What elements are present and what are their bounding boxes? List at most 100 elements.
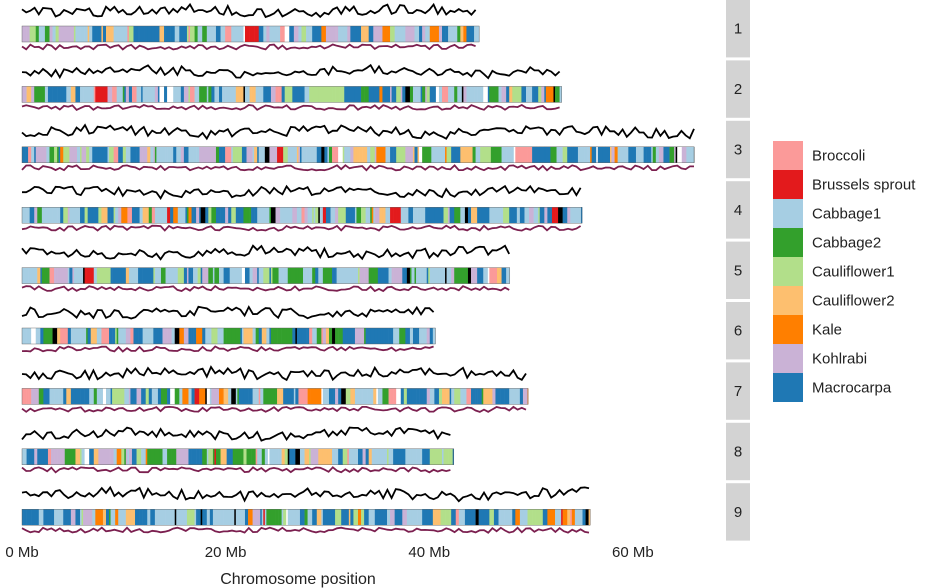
ancestry-bin	[209, 388, 212, 405]
ancestry-bin	[440, 26, 443, 42]
ancestry-bin	[188, 26, 191, 42]
ancestry-bin	[675, 146, 678, 163]
ancestry-bin	[47, 328, 53, 344]
ancestry-bin	[475, 207, 478, 224]
ancestry-bin	[434, 207, 438, 224]
ancestry-bin	[301, 146, 307, 163]
ancestry-bin	[663, 146, 667, 163]
ancestry-bin	[75, 86, 78, 103]
ancestry-bin	[480, 207, 486, 224]
ancestry-bin	[214, 509, 217, 526]
ancestry-bin	[290, 267, 296, 284]
ancestry-bin	[101, 86, 104, 103]
ancestry-bin	[43, 448, 49, 465]
legend-entry: Kale	[773, 315, 842, 344]
ancestry-bin	[403, 388, 408, 405]
ancestry-bin	[385, 267, 389, 284]
chromosome-panels	[21, 2, 695, 534]
ancestry-bin	[83, 267, 85, 284]
ancestry-bin	[362, 448, 365, 465]
ancestry-bin	[28, 146, 32, 163]
ancestry-bin	[229, 267, 232, 284]
ancestry-bin	[64, 509, 70, 526]
ancestry-bin	[319, 328, 322, 344]
ancestry-bin	[122, 328, 127, 344]
ancestry-bin	[365, 328, 371, 344]
ancestry-bar-chr1	[21, 25, 480, 43]
ancestry-bin	[408, 207, 414, 224]
ancestry-bin	[428, 267, 431, 284]
ancestry-bin	[533, 207, 539, 224]
ancestry-bin	[515, 146, 519, 163]
ancestry-bin	[359, 267, 365, 284]
ancestry-bin	[335, 207, 337, 224]
ancestry-bin	[93, 448, 99, 465]
ancestry-bin	[408, 509, 412, 526]
ancestry-bin	[122, 146, 127, 163]
ancestry-bin	[164, 328, 168, 344]
upper-line-chr4	[22, 184, 582, 200]
ancestry-bin	[498, 207, 501, 224]
ancestry-bin	[458, 86, 463, 103]
ancestry-bin	[258, 207, 263, 224]
ancestry-bin	[417, 207, 421, 224]
ancestry-bin	[121, 388, 125, 405]
ancestry-bin	[188, 86, 191, 103]
ancestry-bin	[203, 388, 206, 405]
ancestry-bin	[562, 509, 568, 526]
ancestry-bin	[419, 388, 424, 405]
ancestry-bin	[63, 146, 66, 163]
ancestry-bin	[382, 509, 388, 526]
ancestry-bin	[442, 26, 446, 42]
ancestry-bin	[252, 388, 258, 405]
ancestry-bin	[379, 86, 383, 103]
ancestry-bin	[196, 207, 200, 224]
ancestry-bin	[550, 146, 554, 163]
ancestry-bin	[342, 26, 348, 42]
chromosome-strip-4: 4	[726, 181, 750, 239]
ancestry-bin	[303, 86, 305, 103]
ancestry-bin	[380, 267, 386, 284]
ancestry-bin	[432, 86, 437, 103]
ancestry-bin	[347, 448, 350, 465]
ancestry-bin	[49, 267, 52, 284]
ancestry-bin	[57, 207, 61, 224]
ancestry-bin	[145, 207, 150, 224]
ancestry-bin	[309, 26, 313, 42]
ancestry-bin	[442, 448, 444, 465]
ancestry-bin	[267, 267, 270, 284]
ancestry-bin	[287, 267, 292, 284]
ancestry-bin	[260, 509, 263, 526]
ancestry-bin	[455, 509, 460, 526]
ancestry-bin	[104, 328, 110, 344]
ancestry-bin	[316, 26, 322, 42]
ancestry-bin	[28, 388, 32, 405]
ancestry-bin	[63, 509, 66, 526]
ancestry-bin	[354, 328, 359, 344]
strip-background	[726, 0, 750, 58]
ancestry-bin	[87, 207, 93, 224]
ancestry-bin	[112, 388, 117, 405]
ancestry-bin	[356, 207, 362, 224]
ancestry-bin	[466, 26, 470, 42]
ancestry-bin	[277, 146, 281, 163]
ancestry-bin	[408, 448, 412, 465]
ancestry-bin	[449, 388, 452, 405]
ancestry-bin	[325, 328, 330, 344]
ancestry-bin	[388, 388, 391, 405]
ancestry-bin	[296, 267, 299, 284]
ancestry-bin	[249, 146, 253, 163]
ancestry-bin	[196, 146, 200, 163]
ancestry-bin	[274, 328, 278, 344]
ancestry-bin	[121, 267, 127, 284]
ancestry-bin	[322, 86, 325, 103]
ancestry-bin	[358, 328, 362, 344]
ancestry-bin	[379, 448, 385, 465]
ancestry-bin	[43, 328, 46, 344]
ancestry-bin	[438, 388, 443, 405]
ancestry-bin	[73, 448, 76, 465]
ancestry-bin	[393, 448, 399, 465]
ancestry-bin	[182, 388, 185, 405]
ancestry-bin	[194, 388, 200, 405]
ancestry-bin	[160, 267, 166, 284]
